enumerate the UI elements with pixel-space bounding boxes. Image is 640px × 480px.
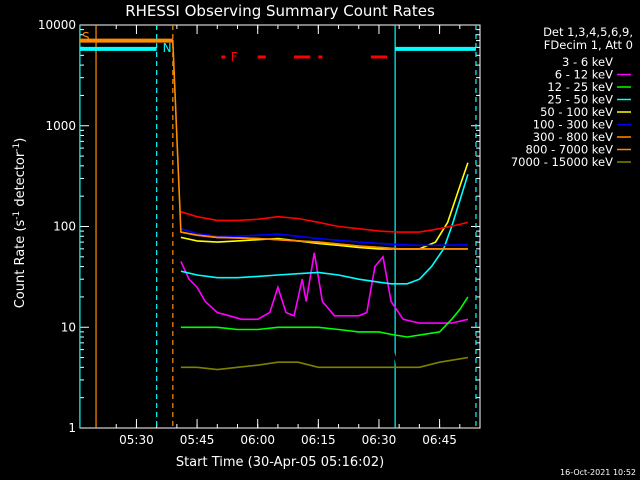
legend-label: 50 - 100 keV <box>540 105 613 119</box>
x-tick-label: 06:45 <box>422 433 457 447</box>
legend-label: 100 - 300 keV <box>533 118 613 132</box>
legend-label: 25 - 50 keV <box>547 93 613 107</box>
timestamp-label: 16-Oct-2021 10:52 <box>560 468 636 477</box>
y-axis-label: Count Rate (s-1 detector-1) <box>12 138 28 309</box>
series-line <box>180 211 469 233</box>
y-label-sup-2: -1 <box>12 143 22 152</box>
legend-label: 6 - 12 keV <box>555 68 613 82</box>
y-tick-label: 10 <box>61 320 76 334</box>
x-tick-label: 06:15 <box>301 433 336 447</box>
y-label-part-1: Count Rate (s <box>13 220 28 309</box>
chart-title: RHESSI Observing Summary Count Rates <box>125 2 435 20</box>
series-line <box>180 174 469 285</box>
plot-area: 1 10 100 1000 10000 05:30 05:45 06:00 06:15 06:30… <box>38 18 481 447</box>
y-tick-label: 1000 <box>45 119 76 133</box>
y-label-part-3: ) <box>13 138 28 143</box>
legend-label: 12 - 25 keV <box>547 80 613 94</box>
marker-s: S <box>82 30 90 44</box>
y-tick-label: 1 <box>68 421 76 435</box>
x-tick-label: 06:30 <box>362 433 397 447</box>
series-line <box>180 162 469 250</box>
series-line <box>180 356 469 371</box>
y-label-sup-1: -1 <box>12 211 22 220</box>
series-line <box>180 252 469 324</box>
legend-label: 800 - 7000 keV <box>525 143 613 157</box>
y-label-part-2: detector <box>13 151 28 211</box>
x-tick-label: 05:45 <box>180 433 215 447</box>
marker-n: N <box>163 41 172 55</box>
legend-header: FDecim 1, Att 0 <box>544 38 633 52</box>
y-tick-label: 10000 <box>38 18 76 32</box>
x-tick-label: 06:00 <box>240 433 275 447</box>
series-line <box>180 227 468 247</box>
legend-label: 7000 - 15000 keV <box>511 155 613 169</box>
x-axis-label: Start Time (30-Apr-05 05:16:02) <box>176 455 384 470</box>
legend-label: 3 - 6 keV <box>562 55 613 69</box>
series-line <box>180 296 469 338</box>
legend: Det 1,3,4,5,6,9,FDecim 1, Att 0 3 - 6 keV… <box>511 25 633 169</box>
legend-label: 300 - 800 keV <box>533 130 613 144</box>
series-line <box>180 231 468 250</box>
marker-f: F <box>231 50 238 64</box>
legend-header: Det 1,3,4,5,6,9, <box>543 25 633 39</box>
x-tick-label: 05:30 <box>119 433 154 447</box>
y-tick-label: 100 <box>53 220 76 234</box>
